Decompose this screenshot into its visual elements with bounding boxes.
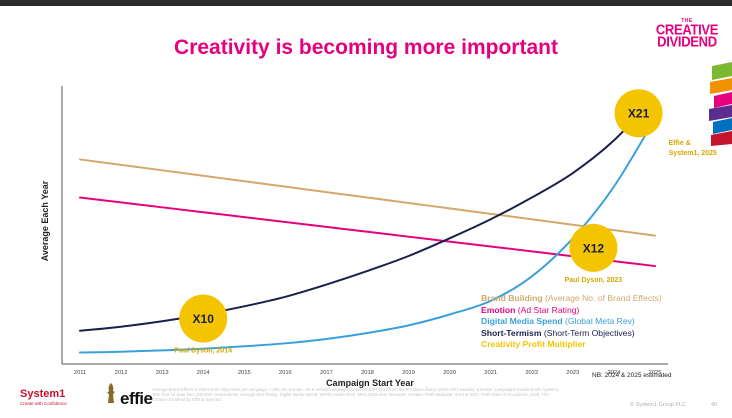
series-line-brand-building xyxy=(79,158,656,237)
legend-item: Brand Building (Average No. of Brand Eff… xyxy=(481,293,662,305)
x-tick-label: 2020 xyxy=(443,370,456,376)
x-tick-label: 2011 xyxy=(74,370,86,376)
logo-line-2: DIVIDEND xyxy=(657,33,717,50)
legend-item: Digital Media Spend (Global Meta Rev) xyxy=(481,316,662,328)
multiplier-bubble xyxy=(179,294,228,343)
window-top-bar xyxy=(0,0,732,6)
legend-item: Creativity Profit Multiplier xyxy=(481,339,662,351)
x-tick-label: 2012 xyxy=(115,370,128,376)
series-line-emotion xyxy=(79,196,656,268)
multiplier-caption: Paul Dyson, 2014 xyxy=(174,348,232,355)
slide-title: Creativity is becoming more important xyxy=(174,36,558,59)
series-line-short-termism xyxy=(79,95,656,332)
legend-item-description: (Ad Star Rating) xyxy=(515,304,580,315)
logo-line-1: CREATIVE xyxy=(655,21,719,38)
creative-dividend-logo: THE CREATIVE DIVIDEND xyxy=(652,18,722,50)
chart-legend: Brand Building (Average No. of Brand Eff… xyxy=(481,293,662,351)
multiplier-caption: System1, 2025 xyxy=(669,150,717,157)
multiplier-caption: Effie & xyxy=(669,140,691,147)
multiplier-caption: Paul Dyson, 2023 xyxy=(565,277,623,284)
x-tick-label: 2025 xyxy=(649,370,662,376)
legend-item-description: (Average No. of Brand Effects) xyxy=(542,293,662,303)
legend-item-description: (Short-Term Objectives) xyxy=(541,327,635,338)
x-tick-label: 2024 xyxy=(607,370,621,376)
multiplier-label: X21 xyxy=(628,107,650,121)
x-tick-label: 2021 xyxy=(484,370,497,376)
legend-item-label: Emotion xyxy=(481,304,516,315)
x-tick-label: 2018 xyxy=(361,370,374,376)
estimate-note: NB: 2024 & 2025 estimated xyxy=(592,372,672,379)
legend-item-label: Short-Termism xyxy=(481,327,542,338)
multiplier-bubble xyxy=(569,223,618,272)
legend-item-label: Brand Building xyxy=(481,293,543,303)
copyright: © System1 Group PLC xyxy=(630,402,687,408)
multiplier-label: X12 xyxy=(583,241,605,255)
system1-logo: System1 xyxy=(20,388,66,400)
logo-small-text: THE xyxy=(681,18,693,24)
x-tick-label: 2015 xyxy=(238,370,251,376)
legend-item: Short-Termism (Short-Term Objectives) xyxy=(481,328,662,340)
x-tick-label: 2017 xyxy=(320,370,333,376)
legend-item: Emotion (Ad Star Rating) xyxy=(481,305,662,317)
page-number: 40 xyxy=(711,402,718,408)
x-tick-label: 2019 xyxy=(402,370,415,376)
line-chart: 2011 2012 2013 2014 2015 2016 2017 2018 2019 2020… xyxy=(61,86,717,376)
legend-item-label: Digital Media Spend xyxy=(481,316,563,327)
x-axis-label: Campaign Start Year xyxy=(326,378,414,388)
legend-item-label: Creativity Profit Multiplier xyxy=(481,339,586,350)
multiplier-label: X10 xyxy=(193,312,215,326)
legend-item-description: (Global Meta Rev) xyxy=(562,316,635,327)
system1-tagline: Create with Confidence xyxy=(20,401,67,406)
effie-logo: effie xyxy=(120,389,153,408)
effie-statue-icon xyxy=(107,383,115,403)
x-tick-label: 2013 xyxy=(156,370,169,376)
series-line-digital-meta-spend xyxy=(79,117,656,354)
x-tick-label: 2022 xyxy=(525,370,538,376)
slide: Creativity is becoming more important TH… xyxy=(0,6,732,418)
x-tick-label: 2016 xyxy=(279,370,292,376)
multiplier-bubble xyxy=(614,89,663,138)
stacked-cubes-graphic xyxy=(709,62,732,146)
footnote: Average Brand Effects & Short-Term Objec… xyxy=(152,387,560,403)
x-tick-label: 2023 xyxy=(566,370,579,376)
x-tick-label: 2014 xyxy=(197,370,211,376)
